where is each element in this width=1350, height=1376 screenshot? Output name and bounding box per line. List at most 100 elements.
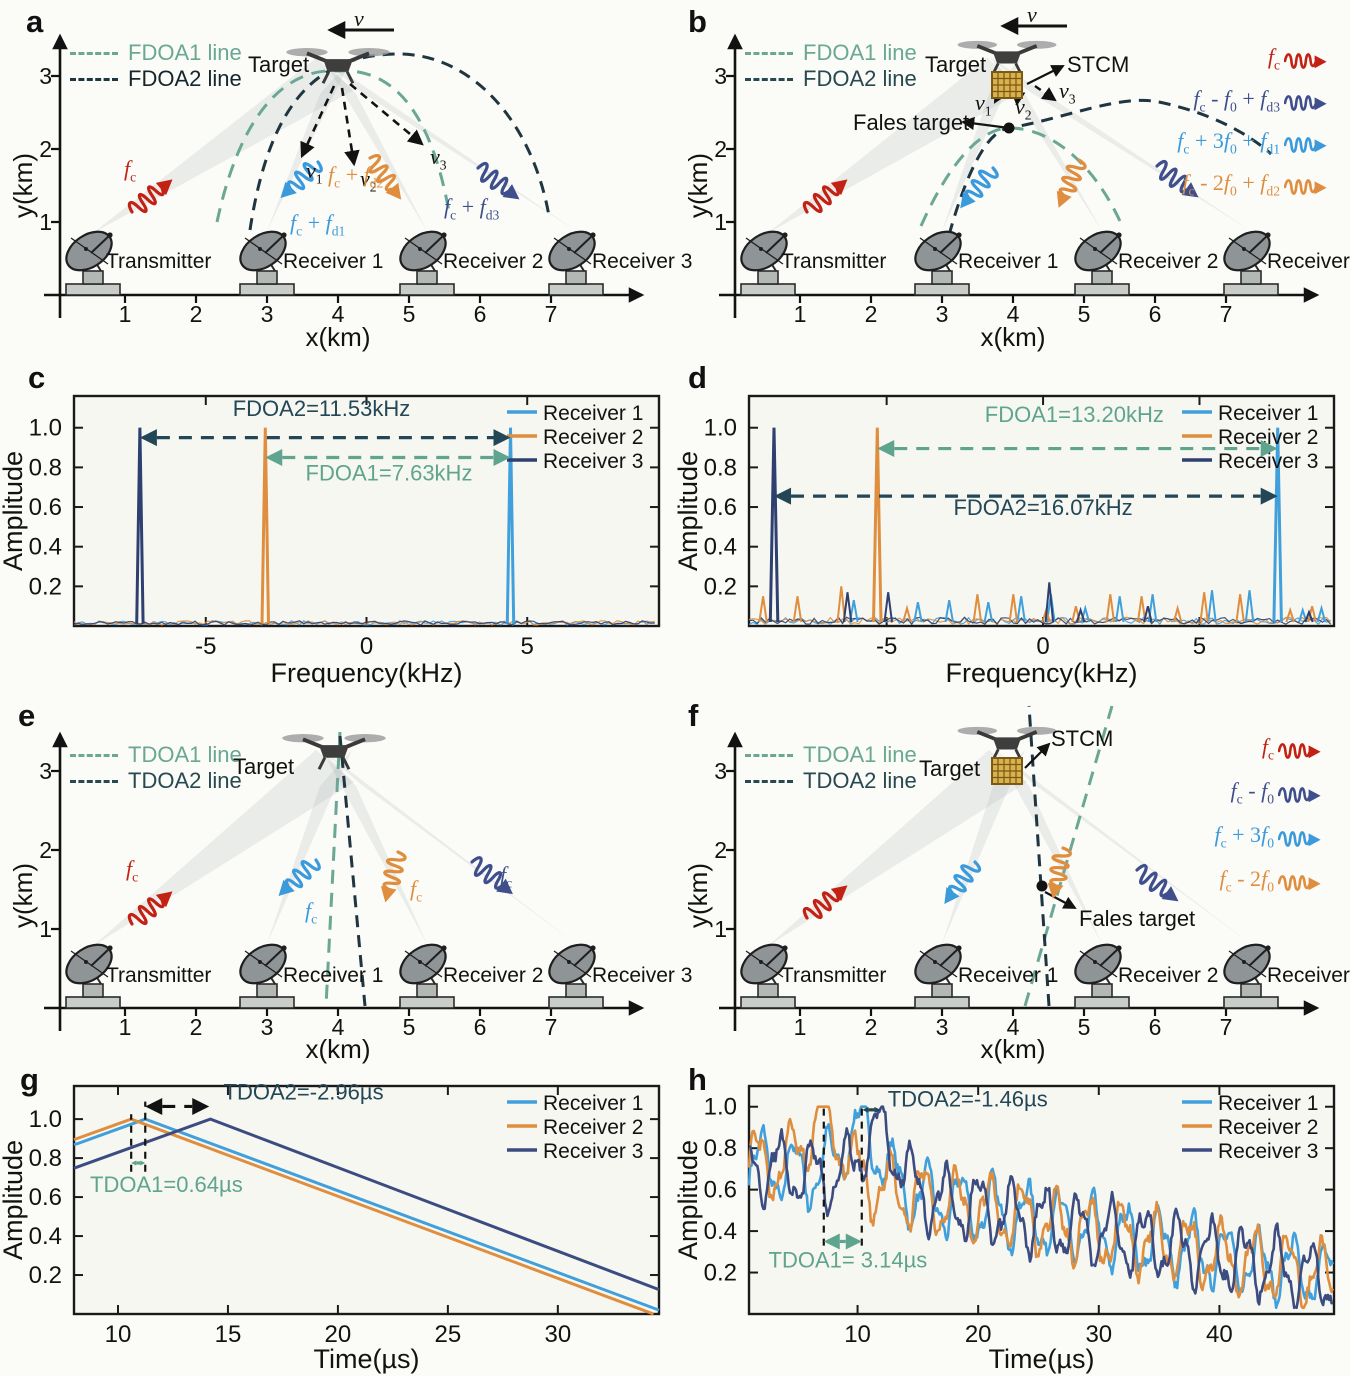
x-tick: 1: [793, 1014, 807, 1040]
svg-text:Receiver 3: Receiver 3: [543, 450, 643, 473]
v3-label: v3: [1059, 78, 1076, 107]
false-target-dot: [1003, 122, 1015, 134]
station-label: Transmitter: [106, 964, 212, 987]
fc-fd2-label: fc + fd2: [328, 162, 384, 191]
wave-icon-orange: [1284, 178, 1328, 196]
v2-label: v2: [1015, 94, 1032, 123]
svg-text:Receiver 2: Receiver 2: [1218, 426, 1318, 449]
svg-text:40: 40: [1206, 1321, 1233, 1348]
station-label: Receiver 3: [592, 250, 693, 273]
y-tick: 1: [714, 916, 727, 942]
svg-text:0.8: 0.8: [29, 454, 62, 481]
svg-text:0: 0: [360, 633, 373, 660]
v3-label: v3: [430, 144, 447, 173]
station-label: Receiver 3: [1267, 250, 1350, 273]
freq-label: fc + 3f0: [1214, 822, 1274, 851]
svg-text:FDOA1=13.20kHz: FDOA1=13.20kHz: [985, 402, 1164, 427]
svg-text:0.4: 0.4: [29, 534, 62, 561]
y-tick: 1: [39, 209, 52, 235]
x-tick: 4: [331, 1014, 345, 1040]
diagram-e: [44, 731, 645, 1031]
panel-letter: h: [688, 1062, 707, 1097]
freq-label: fc - f0: [1230, 778, 1274, 807]
x-axis-label: x(km): [980, 322, 1046, 352]
tdoa2-dash-sample: [745, 780, 793, 783]
svg-text:0.4: 0.4: [29, 1223, 62, 1250]
stcm-label: STCM: [1067, 52, 1130, 77]
fc-label: fc: [305, 898, 318, 927]
svg-text:Receiver 1: Receiver 1: [1218, 402, 1318, 425]
false-target-dot: [1036, 880, 1048, 892]
svg-text:30: 30: [544, 1321, 571, 1348]
y-tick: 3: [714, 63, 727, 89]
svg-text:TDOA2=-2.96µs: TDOA2=-2.96µs: [224, 1080, 384, 1105]
tdoa1-line: [1023, 705, 1114, 1007]
y-axis-label: y(km): [8, 153, 38, 218]
y-tick: 2: [39, 136, 52, 162]
fc-fd1-label: fc + fd1: [290, 210, 346, 239]
svg-text:-5: -5: [876, 633, 897, 660]
diagram-f: [719, 705, 1320, 1031]
x-tick: 4: [1006, 301, 1020, 327]
svg-text:Receiver 3: Receiver 3: [543, 1140, 643, 1163]
svg-text:Amplitude: Amplitude: [675, 1140, 703, 1260]
svg-text:0.2: 0.2: [29, 573, 62, 600]
y-tick: 3: [39, 63, 52, 89]
svg-text:0.8: 0.8: [704, 454, 737, 481]
svg-text:Receiver 3: Receiver 3: [1218, 1140, 1318, 1163]
freq-label: fc - 2f0 + fd2: [1182, 170, 1280, 199]
svg-text:0.6: 0.6: [29, 494, 62, 521]
panel-g: g 10 15 20 25 30 0.2 0.4 0.6 0.8 1.0 Time(µs) Ampli…: [0, 1060, 675, 1376]
svg-text:0.4: 0.4: [704, 1218, 737, 1245]
panel-letter: d: [688, 360, 707, 395]
x-tick: 3: [260, 1014, 274, 1040]
x-tick: 3: [260, 301, 274, 327]
svg-text:Time(µs): Time(µs): [988, 1344, 1094, 1374]
freq-item: fc + 3f0 + fd1: [1177, 128, 1330, 157]
svg-text:15: 15: [215, 1321, 242, 1348]
svg-text:0.2: 0.2: [29, 1262, 62, 1289]
x-tick: 1: [118, 1014, 132, 1040]
diagram-b: [719, 17, 1320, 318]
fdoa1-curve: [919, 126, 1125, 229]
y-axis-label: y(km): [683, 153, 713, 218]
tdoa1-legend-label: TDOA1 line: [803, 742, 917, 767]
fdoa2-legend-label: FDOA2 line: [803, 66, 917, 91]
tdoa2-line: [338, 735, 367, 1007]
svg-text:Receiver 1: Receiver 1: [543, 402, 643, 425]
freq-label: fc: [1267, 44, 1280, 73]
panel-c: c -5 0 5 0.2 0.4 0.6 0.8 1.0 Frequency(kHz) Ampli…: [0, 350, 675, 690]
panel-letter: f: [688, 698, 699, 733]
axes: [719, 731, 1320, 1031]
station-label: Receiver 2: [1118, 250, 1219, 273]
v-label: v: [354, 6, 364, 31]
x-tick: 2: [864, 301, 878, 327]
svg-text:25: 25: [435, 1321, 462, 1348]
wave-icon-navy: [1130, 861, 1186, 910]
fdoa2-curve: [248, 52, 551, 231]
wave-icon-orange: [1049, 155, 1089, 213]
tdoa2-legend-label: TDOA2 line: [128, 768, 242, 793]
x-tick: 1: [793, 301, 807, 327]
panel-letter: c: [28, 360, 46, 395]
x-tick: 7: [544, 301, 558, 327]
svg-text:0.2: 0.2: [704, 573, 737, 600]
target-label: Target: [925, 52, 987, 77]
fc-label: fc: [126, 856, 139, 885]
velocity-arrows: [300, 83, 424, 167]
station-label: Receiver 2: [1118, 964, 1219, 987]
svg-text:0.4: 0.4: [704, 534, 737, 561]
wave-icon-blue: [1278, 830, 1322, 848]
axes: [44, 731, 645, 1031]
beam-cones: [768, 748, 1251, 946]
station-label: Receiver 3: [592, 964, 693, 987]
svg-text:1.0: 1.0: [704, 415, 737, 442]
freq-label: fc - 2f0: [1219, 866, 1274, 895]
x-tick: 4: [331, 301, 345, 327]
svg-text:0.8: 0.8: [29, 1145, 62, 1172]
fdoa2-curve: [947, 98, 1273, 236]
x-tick: 2: [189, 301, 203, 327]
wave-icon-blue: [1284, 136, 1328, 154]
stcm-label: STCM: [1051, 726, 1114, 751]
wave-icon-navy: [1278, 786, 1322, 804]
